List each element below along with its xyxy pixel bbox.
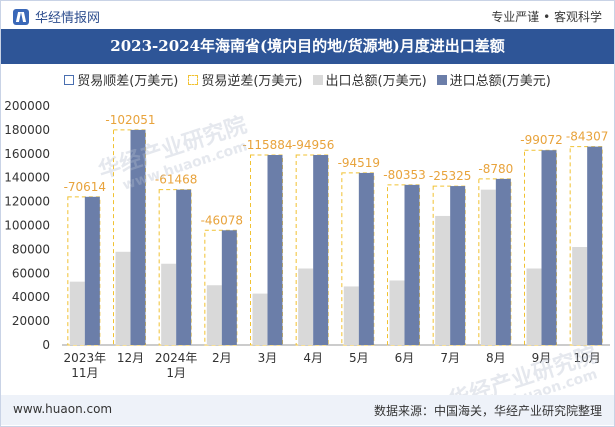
export-bar xyxy=(343,286,359,345)
legend-swatch-deficit xyxy=(188,74,199,85)
balance-label: -8780 xyxy=(478,162,513,176)
export-bar xyxy=(206,285,222,345)
balance-label: -61468 xyxy=(155,173,198,187)
y-tick-label: 160000 xyxy=(4,147,50,161)
export-bar xyxy=(298,268,314,345)
x-tick-label: 6月 xyxy=(395,351,415,365)
x-tick-label: 7月 xyxy=(440,351,460,365)
y-tick-label: 200000 xyxy=(4,99,50,113)
export-bar xyxy=(161,263,177,345)
footer-source: 数据来源：中国海关，华经产业研究院整理 xyxy=(373,404,602,418)
y-tick-label: 40000 xyxy=(12,290,50,304)
export-bar xyxy=(252,293,268,345)
legend-label-export: 出口总额(万美元) xyxy=(325,74,427,89)
balance-label: -94519 xyxy=(338,156,381,170)
import-bar xyxy=(84,196,100,345)
brand[interactable]: 华经情报网 xyxy=(13,7,100,26)
footer: www.huaon.com 数据来源：中国海关，华经产业研究院整理 xyxy=(1,395,614,425)
legend-label-surplus: 贸易顺差(万美元) xyxy=(77,74,179,89)
x-tick-label: 10月 xyxy=(574,351,601,365)
export-bar xyxy=(435,215,451,345)
import-bar xyxy=(358,172,374,345)
x-tick-label: 11月 xyxy=(71,366,98,380)
import-bar xyxy=(221,230,237,345)
legend-item-deficit[interactable]: 贸易逆差(万美元) xyxy=(188,70,303,89)
balance-label: -80353 xyxy=(383,168,426,182)
import-bar xyxy=(130,129,146,345)
y-tick-label: 180000 xyxy=(4,123,50,137)
export-bar xyxy=(572,247,588,345)
tagline: 专业严谨 • 客观科学 xyxy=(491,10,602,24)
x-tick-label: 2月 xyxy=(212,351,232,365)
legend-swatch-export xyxy=(312,74,323,85)
export-bar xyxy=(69,281,85,345)
export-bar xyxy=(389,280,405,345)
export-bar xyxy=(480,189,496,345)
export-bar xyxy=(526,268,542,345)
x-tick-label: 1月 xyxy=(166,366,186,380)
import-bar xyxy=(267,154,283,345)
import-bar xyxy=(176,189,192,345)
legend-label-import: 进口总额(万美元) xyxy=(449,74,551,89)
x-tick-label: 3月 xyxy=(258,351,278,365)
import-bar xyxy=(450,186,466,345)
x-tick-label: 9月 xyxy=(532,351,552,365)
import-bar xyxy=(313,154,329,345)
y-tick-label: 80000 xyxy=(12,242,50,256)
import-bar xyxy=(495,178,511,345)
x-tick-label: 4月 xyxy=(303,351,323,365)
x-tick-label: 2023年 xyxy=(64,351,107,365)
top-bar: 华经情报网 专业严谨 • 客观科学 xyxy=(1,1,614,29)
balance-label: -84307 xyxy=(566,130,609,144)
legend-item-surplus[interactable]: 贸易顺差(万美元) xyxy=(64,70,178,89)
x-tick-label: 2024年 xyxy=(155,351,198,365)
y-tick-label: 120000 xyxy=(4,195,50,209)
y-tick-label: 0 xyxy=(42,338,50,352)
import-bar xyxy=(541,150,557,345)
y-tick-label: 140000 xyxy=(4,171,50,185)
legend: 贸易顺差(万美元) 贸易逆差(万美元) 出口总额(万美元) 进口总额(万美元) xyxy=(0,70,615,89)
x-tick-label: 12月 xyxy=(117,351,144,365)
balance-outline xyxy=(113,129,146,346)
legend-item-export[interactable]: 出口总额(万美元) xyxy=(312,70,427,89)
y-tick-label: 60000 xyxy=(12,266,50,280)
y-tick-label: 100000 xyxy=(4,219,50,233)
import-bar xyxy=(587,146,603,345)
x-tick-label: 8月 xyxy=(486,351,506,365)
balance-label: -25325 xyxy=(429,169,472,183)
bar-chart: 0 20000 40000 60000 80000 100000 120000 140000 1… xyxy=(4,99,610,380)
balance-label: -102051 xyxy=(105,113,155,127)
balance-label: -70614 xyxy=(64,180,107,194)
y-tick-label: 20000 xyxy=(12,314,50,328)
brand-logo-icon xyxy=(13,8,29,25)
legend-item-import[interactable]: 进口总额(万美元) xyxy=(436,70,551,89)
legend-swatch-surplus xyxy=(64,74,75,85)
x-tick-label: 5月 xyxy=(349,351,369,365)
export-bar xyxy=(115,251,131,345)
brand-name: 华经情报网 xyxy=(35,11,101,26)
balance-label: -94956 xyxy=(292,138,335,152)
import-bar xyxy=(404,184,420,345)
legend-swatch-import xyxy=(436,74,447,85)
balance-label: -99072 xyxy=(520,133,563,147)
balance-label: -46078 xyxy=(201,213,244,227)
footer-website[interactable]: www.huaon.com xyxy=(13,402,113,416)
balance-label: -115884 xyxy=(242,138,292,152)
chart-title: 2023-2024年海南省(境内目的地/货源地)月度进出口差额 xyxy=(1,29,614,64)
legend-label-deficit: 贸易逆差(万美元) xyxy=(201,74,303,89)
